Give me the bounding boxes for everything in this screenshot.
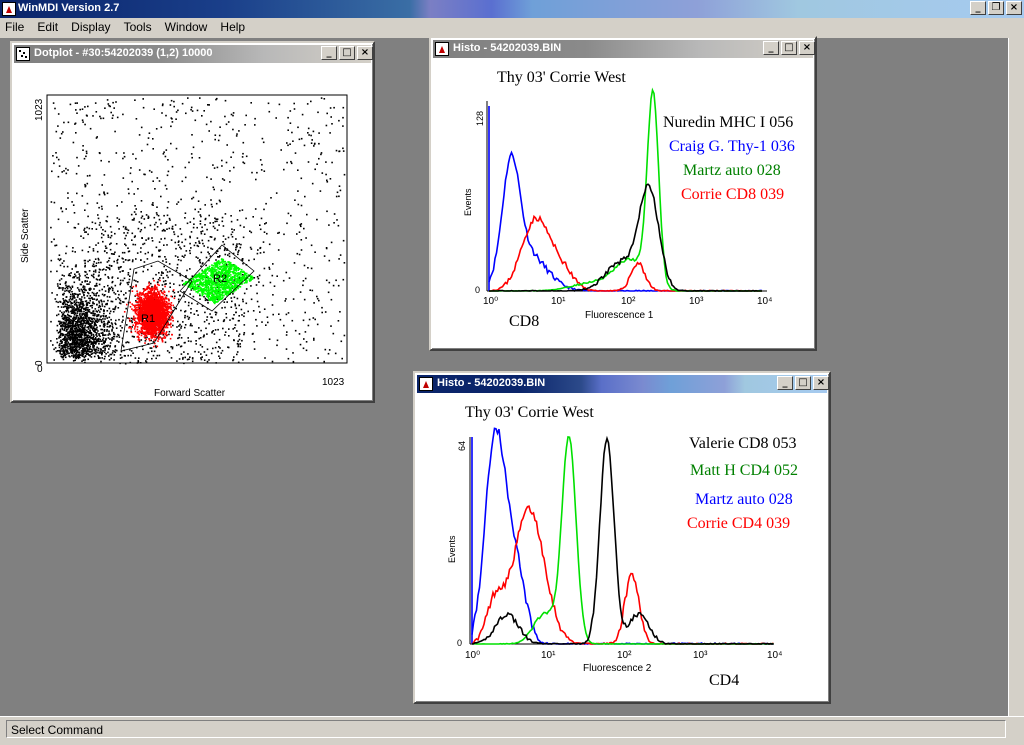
histo1-icon[interactable] <box>435 42 449 56</box>
dotplot-xlabel: Forward Scatter <box>154 388 226 399</box>
dotplot-maximize-button[interactable]: □ <box>339 46 355 60</box>
histo1-window[interactable]: Histo - 54202039.BIN _ □ × Thy 03' Corri… <box>429 36 817 351</box>
menu-edit[interactable]: Edit <box>32 18 63 36</box>
histo1-y-zero: 0 <box>475 285 480 295</box>
histo1-heading: Thy 03' Corrie West <box>497 69 626 86</box>
histo1-legend-1: Craig G. Thy-1 036 <box>669 138 795 155</box>
dotplot-x-max: 1023 <box>322 377 345 388</box>
menu-tools[interactable]: Tools <box>119 18 157 36</box>
dotplot-close-button[interactable]: × <box>357 46 373 60</box>
dotplot-points <box>50 97 345 364</box>
app-title-bar[interactable]: WinMDI Version 2.7 _ ❐ × <box>0 0 1024 18</box>
histo2-title: Histo - 54202039.BIN <box>437 377 545 389</box>
histo2-marker: CD4 <box>709 672 739 689</box>
dotplot-y-max: 1023 <box>34 98 45 121</box>
histo2-ymax: 64 <box>457 441 467 451</box>
histo2-legend-2: Martz auto 028 <box>695 491 793 508</box>
dotplot-y-origin: 0 <box>34 360 45 366</box>
histo1-tick-3: 10³ <box>689 296 704 307</box>
status-bar: Select Command <box>0 716 1024 745</box>
restore-button[interactable]: ❐ <box>988 1 1004 15</box>
histo2-tick-3: 10³ <box>693 650 708 661</box>
histo1-marker: CD8 <box>509 313 539 330</box>
app-icon[interactable] <box>2 2 16 16</box>
app-title: WinMDI Version 2.7 <box>18 2 119 14</box>
histo1-plot[interactable]: Thy 03' Corrie West 128 0 Events 10⁰ 10¹… <box>433 58 817 349</box>
menu-help[interactable]: Help <box>215 18 250 36</box>
histo2-close-button[interactable]: × <box>813 376 829 390</box>
status-text: Select Command <box>6 720 1006 738</box>
menu-display[interactable]: Display <box>66 18 115 36</box>
dotplot-window[interactable]: Dotplot - #30:54202039 (1,2) 10000 _ □ ×… <box>10 41 375 403</box>
dotplot-title-bar[interactable]: Dotplot - #30:54202039 (1,2) 10000 _ □ × <box>14 45 371 63</box>
histo1-tick-4: 10⁴ <box>757 296 772 307</box>
histo2-tick-1: 10¹ <box>541 650 556 661</box>
histo1-close-button[interactable]: × <box>799 41 815 55</box>
menu-window[interactable]: Window <box>160 18 213 36</box>
histo2-legend-3: Corrie CD4 039 <box>687 515 790 532</box>
histo2-tick-0: 10⁰ <box>465 650 480 661</box>
dotplot-minimize-button[interactable]: _ <box>321 46 337 60</box>
histo2-tick-4: 10⁴ <box>767 650 782 661</box>
histo2-maximize-button[interactable]: □ <box>795 376 811 390</box>
histo1-maximize-button[interactable]: □ <box>781 41 797 55</box>
histo2-ylabel: Events <box>447 535 457 563</box>
dotplot-icon[interactable] <box>16 47 30 61</box>
histo1-legend-3: Corrie CD8 039 <box>681 186 784 203</box>
histo1-legend-2: Martz auto 028 <box>683 162 781 179</box>
histo2-icon[interactable] <box>419 377 433 391</box>
histo1-title: Histo - 54202039.BIN <box>453 42 561 54</box>
dotplot-title: Dotplot - #30:54202039 (1,2) 10000 <box>34 47 213 59</box>
histo2-minimize-button[interactable]: _ <box>777 376 793 390</box>
histo1-minimize-button[interactable]: _ <box>763 41 779 55</box>
histo2-y-zero: 0 <box>457 638 462 648</box>
histo2-heading: Thy 03' Corrie West <box>465 404 594 421</box>
histo1-ymax: 128 <box>475 111 485 126</box>
histo2-title-bar[interactable]: Histo - 54202039.BIN _ □ × <box>417 375 827 393</box>
menu-file[interactable]: File <box>0 18 29 36</box>
dotplot-ylabel: Side Scatter <box>20 208 31 263</box>
mdi-scrollbar[interactable] <box>1008 38 1024 716</box>
region-r2-label: R2 <box>213 273 227 285</box>
histo2-legend-1: Matt H CD4 052 <box>690 462 798 479</box>
region-r1-label: R1 <box>141 313 155 325</box>
histo2-xlabel: Fluorescence 2 <box>583 663 652 674</box>
histo1-tick-0: 10⁰ <box>483 296 498 307</box>
histo1-tick-1: 10¹ <box>551 296 566 307</box>
histo1-xlabel: Fluorescence 1 <box>585 310 654 321</box>
histo2-tick-2: 10² <box>617 650 632 661</box>
dotplot-plot[interactable]: R1 R2 0 1023 Forward Scatter 1023 0 Side… <box>14 63 371 399</box>
close-button[interactable]: × <box>1006 1 1022 15</box>
histo2-curves <box>472 428 774 644</box>
histo1-title-bar[interactable]: Histo - 54202039.BIN _ □ × <box>433 40 813 58</box>
minimize-button[interactable]: _ <box>970 1 986 15</box>
histo2-legend-0: Valerie CD8 053 <box>689 435 797 452</box>
histo1-legend-0: Nuredin MHC I 056 <box>663 114 793 131</box>
histo2-window[interactable]: Histo - 54202039.BIN _ □ × Thy 03' Corri… <box>413 371 831 704</box>
histo2-plot[interactable]: Thy 03' Corrie West 64 0 Events 10⁰ 10¹ … <box>417 393 831 702</box>
histo1-ylabel: Events <box>463 188 473 216</box>
histo1-tick-2: 10² <box>621 296 636 307</box>
